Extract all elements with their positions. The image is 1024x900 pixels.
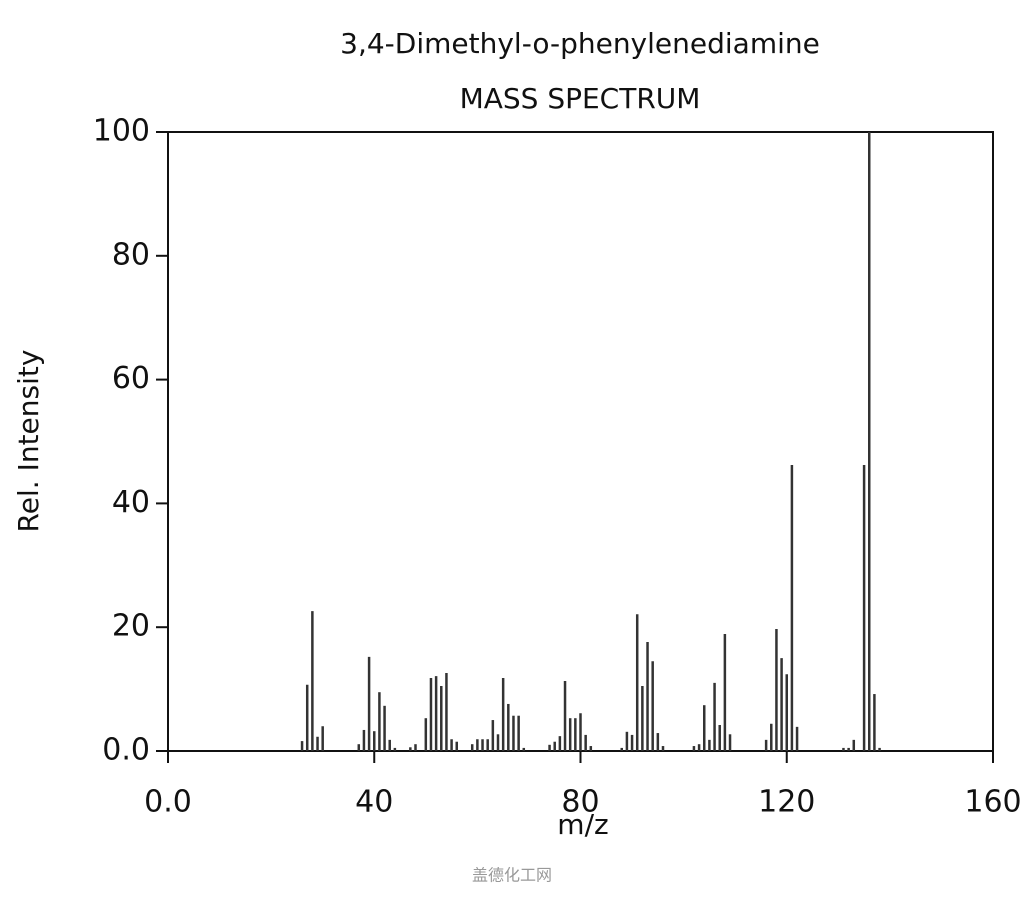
y-axis-label: Rel. Intensity — [12, 350, 45, 533]
y-tick-label: 0.0 — [102, 733, 150, 768]
x-tick-label: 120 — [758, 785, 815, 820]
chart-title: 3,4-Dimethyl-o-phenylenediamine — [340, 27, 820, 60]
x-axis-label: m/z — [557, 808, 608, 841]
x-tick-label: 40 — [355, 785, 393, 820]
y-tick-label: 20 — [112, 609, 150, 644]
y-tick-label: 80 — [112, 237, 150, 272]
x-tick-label: 0.0 — [144, 785, 192, 820]
x-tick-label: 80 — [561, 785, 599, 820]
watermark: 盖德化工网 — [472, 866, 552, 885]
chart-subtitle: MASS SPECTRUM — [460, 82, 701, 115]
x-tick-label: 160 — [964, 785, 1021, 820]
y-tick-label: 40 — [112, 485, 150, 520]
y-tick-label: 100 — [93, 114, 150, 149]
y-tick-label: 60 — [112, 361, 150, 396]
